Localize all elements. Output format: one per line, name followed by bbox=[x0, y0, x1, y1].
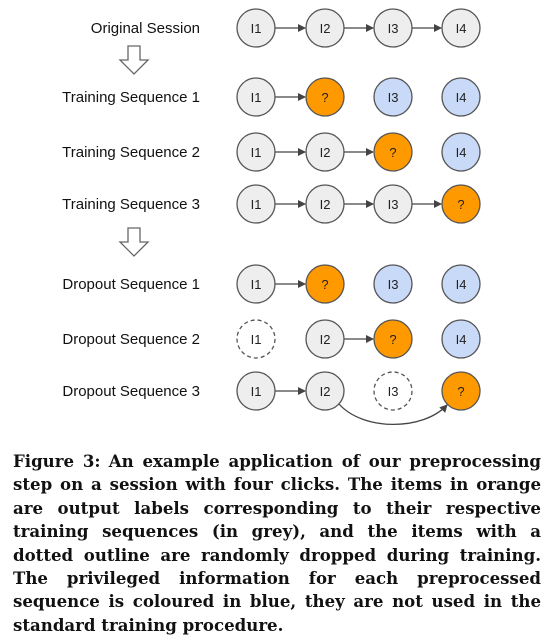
item-node-label: I4 bbox=[456, 332, 467, 347]
blue-item-node bbox=[441, 77, 481, 117]
blue-item-node bbox=[441, 319, 481, 359]
grey-item-node bbox=[236, 132, 276, 172]
item-node-label: I4 bbox=[456, 277, 467, 292]
grey-item-node bbox=[305, 132, 345, 172]
orange-item-node bbox=[441, 371, 481, 411]
item-node-label: ? bbox=[457, 384, 464, 399]
sequence-row: Dropout Sequence 3 I1 I2 I3? bbox=[62, 371, 481, 426]
item-node-label: ? bbox=[389, 332, 396, 347]
row-label: Training Sequence 1 bbox=[62, 89, 200, 106]
item-node-label: I3 bbox=[388, 384, 399, 399]
grey-item-node bbox=[236, 371, 276, 411]
orange-item-node bbox=[305, 77, 345, 117]
orange-item-node bbox=[305, 264, 345, 304]
row-label: Dropout Sequence 2 bbox=[62, 331, 200, 348]
row-label: Original Session bbox=[91, 20, 200, 37]
figure-label: Figure 3: bbox=[13, 451, 101, 471]
item-node-label: I3 bbox=[388, 90, 399, 105]
grey-item-node bbox=[236, 8, 276, 48]
down-arrow-icon bbox=[118, 45, 150, 75]
item-node-label: I3 bbox=[388, 277, 399, 292]
item-node-label: I2 bbox=[320, 332, 331, 347]
grey-item-node bbox=[373, 184, 413, 224]
sequence-row: Training Sequence 3 I1 I2 I3? bbox=[62, 184, 481, 224]
grey-item-node bbox=[373, 8, 413, 48]
item-node-label: I3 bbox=[388, 21, 399, 36]
sequence-row: Dropout Sequence 1 I1? I3 I4 bbox=[62, 264, 481, 304]
row-label: Training Sequence 3 bbox=[62, 196, 200, 213]
grey-item-node bbox=[305, 319, 345, 359]
down-arrow-icon bbox=[118, 227, 150, 257]
grey-item-node bbox=[305, 371, 345, 411]
item-node-label: I3 bbox=[388, 197, 399, 212]
item-node-label: ? bbox=[457, 197, 464, 212]
item-node-label: I4 bbox=[456, 90, 467, 105]
row-label: Training Sequence 2 bbox=[62, 144, 200, 161]
item-node-label: ? bbox=[389, 145, 396, 160]
grey-item-node bbox=[305, 8, 345, 48]
item-node-label: I2 bbox=[320, 197, 331, 212]
blue-item-node bbox=[373, 264, 413, 304]
item-node-label: I1 bbox=[251, 21, 262, 36]
item-node-label: I1 bbox=[251, 277, 262, 292]
item-node-label: I1 bbox=[251, 384, 262, 399]
blue-item-node bbox=[441, 132, 481, 172]
orange-item-node bbox=[441, 184, 481, 224]
orange-item-node bbox=[373, 319, 413, 359]
figure-caption: Figure 3: An example application of our … bbox=[13, 450, 541, 637]
item-node-label: ? bbox=[321, 90, 328, 105]
caption-text: An example application of our preprocess… bbox=[13, 451, 541, 635]
orange-item-node bbox=[373, 132, 413, 172]
item-node-label: I2 bbox=[320, 145, 331, 160]
grey-item-node bbox=[236, 184, 276, 224]
item-node-label: I1 bbox=[251, 90, 262, 105]
sequence-row: Original Session I1 I2 I3 I4 bbox=[91, 8, 481, 48]
sequence-row: Training Sequence 1 I1? I3 I4 bbox=[62, 77, 481, 117]
dropped-item-node bbox=[236, 319, 276, 359]
blue-item-node bbox=[441, 264, 481, 304]
item-node-label: I4 bbox=[456, 145, 467, 160]
grey-item-node bbox=[236, 77, 276, 117]
item-node-label: I1 bbox=[251, 197, 262, 212]
item-node-label: I1 bbox=[251, 145, 262, 160]
item-node-label: I2 bbox=[320, 21, 331, 36]
item-node-label: I4 bbox=[456, 21, 467, 36]
grey-item-node bbox=[305, 184, 345, 224]
skip-arrow bbox=[338, 403, 448, 426]
blue-item-node bbox=[373, 77, 413, 117]
grey-item-node bbox=[441, 8, 481, 48]
item-node-label: I2 bbox=[320, 384, 331, 399]
row-label: Dropout Sequence 3 bbox=[62, 383, 200, 400]
item-node-label: I1 bbox=[251, 332, 262, 347]
item-node-label: ? bbox=[321, 277, 328, 292]
dropped-item-node bbox=[373, 371, 413, 411]
row-label: Dropout Sequence 1 bbox=[62, 276, 200, 293]
sequence-row: Dropout Sequence 2 I1 I2? I4 bbox=[62, 319, 481, 359]
grey-item-node bbox=[236, 264, 276, 304]
sequence-row: Training Sequence 2 I1 I2? I4 bbox=[62, 132, 481, 172]
